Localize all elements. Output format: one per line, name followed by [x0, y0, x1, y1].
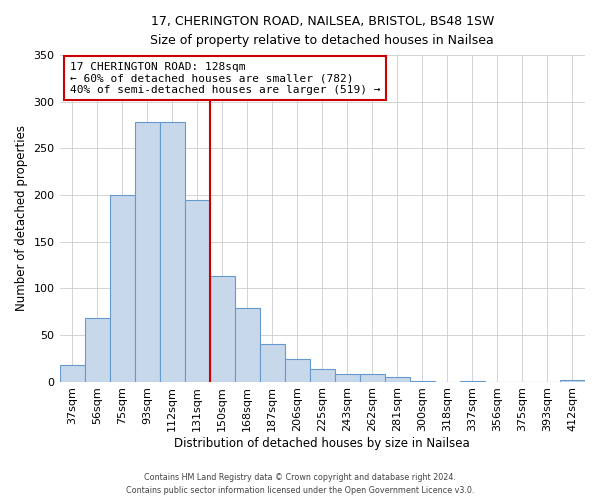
Bar [235, 308, 260, 382]
Bar [410, 380, 435, 382]
Bar [209, 276, 235, 382]
Bar [59, 365, 85, 382]
Title: 17, CHERINGTON ROAD, NAILSEA, BRISTOL, BS48 1SW
Size of property relative to det: 17, CHERINGTON ROAD, NAILSEA, BRISTOL, B… [151, 15, 494, 47]
Text: 17 CHERINGTON ROAD: 128sqm
← 60% of detached houses are smaller (782)
40% of sem: 17 CHERINGTON ROAD: 128sqm ← 60% of deta… [70, 62, 380, 95]
Bar [560, 380, 585, 382]
Bar [360, 374, 385, 382]
Bar [260, 344, 285, 382]
X-axis label: Distribution of detached houses by size in Nailsea: Distribution of detached houses by size … [175, 437, 470, 450]
Bar [110, 195, 134, 382]
Bar [160, 122, 185, 382]
Bar [85, 318, 110, 382]
Text: Contains HM Land Registry data © Crown copyright and database right 2024.
Contai: Contains HM Land Registry data © Crown c… [126, 474, 474, 495]
Bar [310, 368, 335, 382]
Bar [460, 380, 485, 382]
Bar [335, 374, 360, 382]
Bar [385, 377, 410, 382]
Y-axis label: Number of detached properties: Number of detached properties [15, 126, 28, 312]
Bar [185, 200, 209, 382]
Bar [134, 122, 160, 382]
Bar [285, 359, 310, 382]
